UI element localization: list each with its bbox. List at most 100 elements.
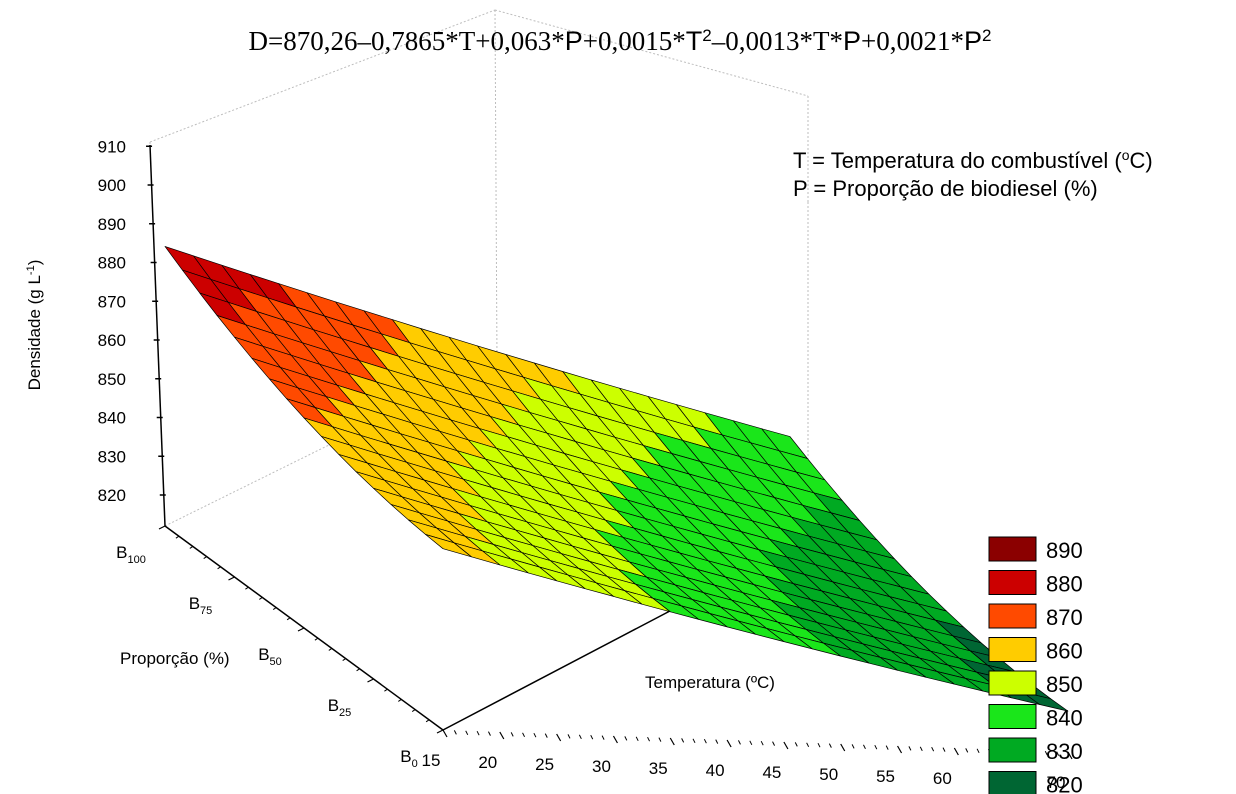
y-tick-label: B50 [258, 645, 282, 668]
y-tick-mark [367, 678, 374, 683]
z-tick-label: 840 [98, 409, 126, 428]
z-tick-label: 910 [98, 137, 126, 156]
surface [164, 246, 1069, 712]
x-minor-tick [919, 746, 923, 752]
y-tick-label: B100 [116, 543, 146, 566]
legend-label: 870 [1046, 605, 1083, 630]
legend-label: 880 [1046, 572, 1083, 597]
x-minor-tick [1044, 750, 1048, 756]
legend-swatch [988, 603, 1037, 629]
y-tick-label: B0 [400, 747, 417, 770]
x-minor-tick [885, 745, 889, 750]
legend-swatch [988, 670, 1037, 696]
x-tick-mark [840, 743, 846, 752]
y-minor-tick [314, 637, 319, 641]
y-tick-mark [158, 525, 166, 530]
legend-label: 840 [1046, 706, 1083, 731]
x-tick-mark [669, 737, 675, 746]
legend-label: 890 [1046, 538, 1083, 563]
x-minor-tick [874, 744, 878, 750]
x-minor-tick [817, 742, 821, 748]
z-tick-label: 830 [98, 447, 126, 466]
z-tick-label: 860 [98, 331, 126, 350]
y-tick-mark [228, 576, 235, 581]
x-tick-label: 40 [706, 761, 725, 780]
y-tick-label: B25 [328, 696, 352, 719]
variable-note: T = Temperatura do combustível (oC) [793, 147, 1153, 173]
x-tick-mark [783, 741, 789, 750]
z-tick-label: 820 [98, 486, 126, 505]
variable-note: P = Proporção de biodiesel (%) [793, 176, 1098, 201]
chart-title: D=870,26–0,7865*T+0,063*P+0,0015*T2–0,00… [249, 26, 992, 57]
x-tick-label: 15 [422, 751, 441, 770]
y-axis-label: Proporção (%) [120, 649, 230, 668]
surface-patch [425, 534, 472, 558]
legend-label: 860 [1046, 639, 1083, 664]
x-tick-label: 55 [876, 767, 895, 786]
x-minor-tick [488, 731, 491, 736]
y-minor-tick [384, 688, 388, 692]
legend: 890 880 870 860 850 840 830 820 [988, 536, 1083, 794]
x-tick-label: 60 [933, 769, 952, 788]
x-minor-tick [942, 747, 946, 752]
axis-line [149, 144, 166, 527]
x-tick-mark [612, 735, 618, 744]
variable-notes: T = Temperatura do combustível (oC) P = P… [793, 147, 1153, 201]
x-tick-label: 35 [649, 759, 668, 778]
x-minor-tick [533, 732, 537, 738]
legend-swatch [988, 704, 1037, 729]
legend-swatch [988, 771, 1037, 794]
x-minor-tick [590, 734, 594, 740]
z-tick-label: 900 [98, 176, 126, 195]
legend-label: 820 [1046, 773, 1083, 794]
y-minor-tick [189, 545, 194, 549]
box-edge [494, 9, 498, 363]
x-tick-mark [499, 731, 505, 740]
legend-label: 830 [1046, 739, 1083, 764]
x-minor-tick [510, 732, 514, 737]
x-tick-mark [442, 729, 448, 738]
x-minor-tick [692, 738, 696, 744]
x-minor-tick [476, 730, 480, 736]
y-minor-tick [245, 586, 249, 590]
legend-swatch [988, 637, 1037, 662]
x-minor-tick [601, 735, 605, 740]
y-minor-tick [425, 719, 430, 723]
x-minor-tick [453, 730, 457, 735]
x-minor-tick [703, 738, 707, 744]
x-tick-mark [897, 745, 903, 754]
x-minor-tick [828, 743, 832, 748]
x-minor-tick [522, 732, 525, 738]
x-minor-tick [681, 738, 685, 743]
y-tick-mark [297, 627, 305, 632]
x-tick-label: 25 [535, 755, 554, 774]
y-minor-tick [217, 566, 221, 570]
x-tick-label: 45 [762, 763, 781, 782]
x-tick-label: 50 [819, 765, 838, 784]
x-minor-tick [635, 736, 639, 742]
y-minor-tick [286, 617, 291, 621]
z-tick-label: 880 [98, 254, 126, 273]
x-minor-tick [760, 740, 764, 746]
x-tick-mark [556, 733, 562, 742]
x-minor-tick [772, 741, 775, 746]
legend-swatch [988, 536, 1037, 562]
x-tick-label: 30 [592, 757, 611, 776]
x-minor-tick [976, 748, 980, 754]
x-minor-tick [749, 740, 753, 746]
x-tick-label: 20 [478, 753, 497, 772]
y-tick-mark [436, 729, 444, 734]
x-minor-tick [658, 737, 662, 742]
legend-swatch [988, 737, 1037, 763]
box-edge [149, 9, 496, 143]
x-minor-tick [578, 734, 582, 740]
y-minor-tick [398, 698, 402, 702]
y-minor-tick [411, 709, 416, 713]
z-axis-label: Densidade (g L-1) [25, 260, 44, 391]
y-minor-tick [328, 647, 333, 651]
legend-swatch [988, 570, 1037, 595]
x-minor-tick [806, 742, 810, 748]
z-tick-label: 870 [98, 292, 126, 311]
x-minor-tick [965, 748, 969, 753]
